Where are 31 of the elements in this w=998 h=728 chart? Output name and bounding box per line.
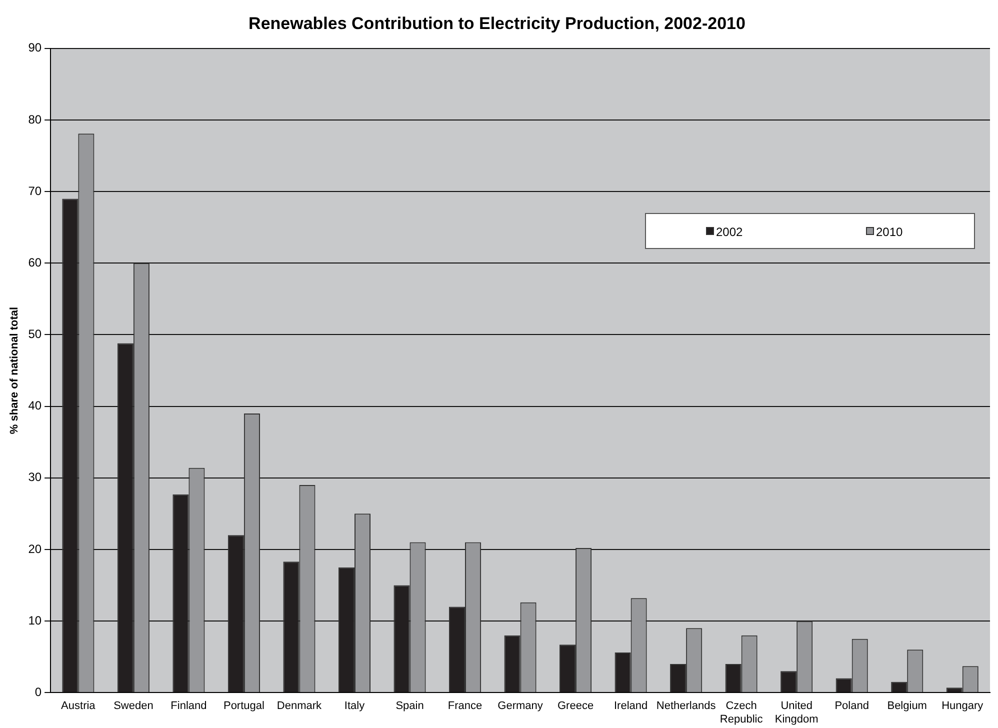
y-tick-label: 70 bbox=[28, 184, 42, 198]
y-tick-label: 60 bbox=[28, 255, 42, 270]
x-tick-label: Netherlands bbox=[656, 700, 716, 712]
y-tick-label: 0 bbox=[34, 684, 42, 699]
legend-label: 2010 bbox=[876, 225, 903, 240]
y-tick-label: 10 bbox=[28, 613, 42, 628]
x-tick-label: Portugal bbox=[223, 700, 264, 712]
y-tick-label: 30 bbox=[28, 470, 42, 484]
x-tick-label: Czech Republic bbox=[720, 700, 764, 726]
y-tick-label: 80 bbox=[28, 112, 42, 126]
y-tick-label: 90 bbox=[28, 40, 42, 55]
x-tick-label: Belgium bbox=[887, 700, 927, 712]
x-tick-label: Germany bbox=[498, 700, 544, 712]
x-tick-label: Austria bbox=[61, 700, 96, 712]
x-tick-label: Finland bbox=[170, 700, 207, 712]
chart-title: Renewables Contribution to Electricity Production, 2002-2010 bbox=[248, 14, 746, 33]
x-tick-label: Ireland bbox=[614, 700, 648, 712]
y-tick-label: 50 bbox=[28, 327, 42, 342]
x-tick-label: France bbox=[448, 700, 482, 712]
y-tick-label: 40 bbox=[28, 398, 42, 413]
x-tick-label: United Kingdom bbox=[774, 700, 818, 726]
x-tick-label: Poland bbox=[834, 700, 869, 712]
y-tick-label: 20 bbox=[28, 542, 42, 556]
x-tick-label: Hungary bbox=[942, 700, 984, 712]
x-tick-label: Spain bbox=[396, 700, 424, 712]
x-tick-label: Sweden bbox=[114, 700, 154, 712]
x-tick-label: Italy bbox=[344, 700, 366, 712]
y-axis-title: % share of national total bbox=[8, 306, 21, 434]
x-tick-label: Greece bbox=[557, 700, 594, 712]
x-tick-label: Denmark bbox=[276, 700, 322, 712]
legend-label: 2002 bbox=[716, 225, 743, 240]
